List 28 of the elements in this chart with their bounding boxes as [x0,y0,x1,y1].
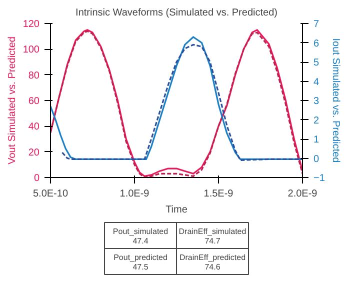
text: DrainEff_simulated 74.7 [178,227,246,246]
y2-tick-label: 0 [314,154,320,165]
y-tick-label: 100 [22,44,40,56]
y2-axis-title: Iout Simulated vs. Predicted [330,38,341,163]
y-tick-label: 60 [28,96,40,107]
y-tick-label: 40 [28,122,40,133]
y-tick-label: 20 [28,147,40,158]
x-tick-label: 2.0E-9 [288,188,318,200]
y-tick-label: 120 [22,19,40,30]
y2-tick-label: 5 [314,58,320,68]
x-tick-label: 5.0E-10 [32,188,68,200]
y2-tick-label: 7 [314,19,320,30]
y-tick-label: 0 [34,173,40,184]
y-tick-label: 80 [28,70,40,82]
x-tick-label: 1.5E-9 [204,188,234,200]
text: Pout_predicted 47.5 [114,253,168,272]
y2-tick-label: 6 [314,38,320,50]
text: DrainEff_predicted 74.6 [179,253,246,272]
y2-tick-label: 1 [314,134,320,146]
chart-title: Intrinsic Waveforms (Simulated vs. Predicted) [76,8,278,18]
y-axis-title: Vout Simulated vs. Predicted [6,36,18,164]
text: Pout_simulated 47.4 [112,227,168,246]
y2-tick-label: 4 [314,76,320,88]
y2-tick-label: −1 [314,173,326,184]
y2-tick-label: 3 [314,96,320,107]
x-axis-title: Time [166,204,188,216]
y2-tick-label: 2 [314,115,320,126]
x-tick-label: 1.0E-9 [120,188,150,200]
